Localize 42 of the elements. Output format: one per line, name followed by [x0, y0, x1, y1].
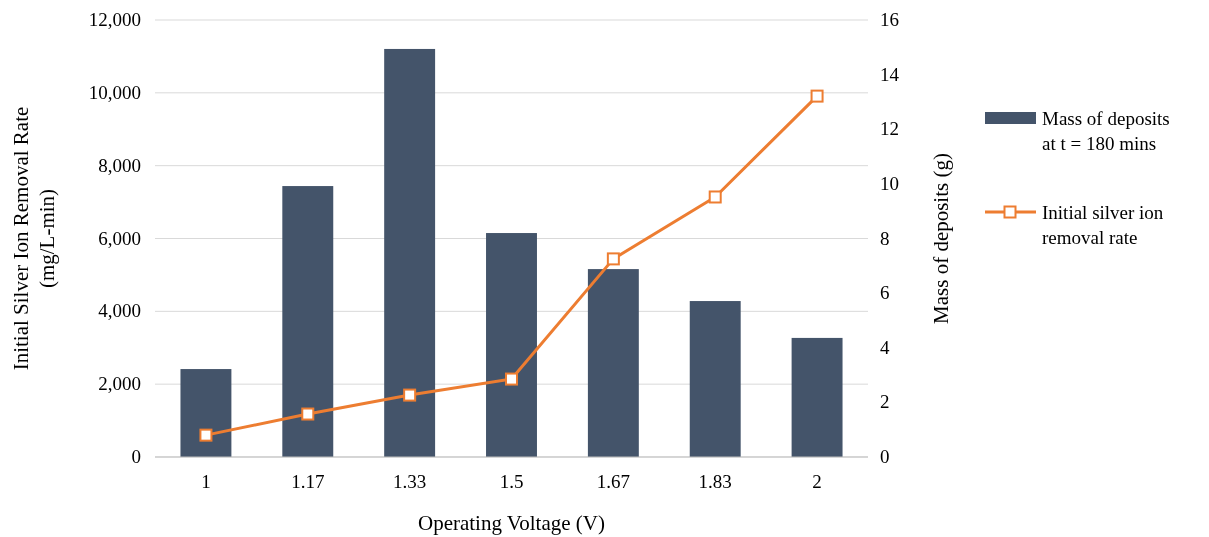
bar: [791, 337, 843, 457]
x-tick-label: 1.5: [499, 471, 524, 492]
bar: [384, 48, 436, 457]
y2-tick-label: 4: [880, 336, 890, 358]
bar: [180, 369, 232, 457]
y-axis-title: Initial Silver Ion Removal Rate (mg/L-min): [9, 106, 59, 371]
x-tick-label: 1.33: [393, 471, 427, 492]
x-tick-label: 1.17: [291, 471, 325, 492]
legend-label: Initial silver ion removal rate: [1042, 202, 1164, 248]
point: [606, 252, 620, 266]
point: [403, 388, 417, 402]
y-tick-label: 10,000: [88, 81, 141, 103]
y-tick-label: 4,000: [98, 300, 141, 322]
y-tick-label: 12,000: [88, 9, 141, 30]
x-tick-label: 1.67: [596, 471, 630, 492]
bar: [689, 301, 741, 457]
y2-tick-label: 8: [880, 227, 890, 249]
x-tick-label: 1: [201, 471, 211, 492]
point: [505, 372, 518, 386]
y-tick-label: 0: [131, 446, 141, 467]
point: [708, 190, 722, 204]
y2-tick-label: 2: [880, 391, 890, 413]
point: [301, 407, 315, 421]
y2-tick-label: 10: [880, 172, 899, 194]
y2-axis-title: Mass of deposits (g): [929, 153, 953, 324]
x-tick-label: 2: [812, 471, 822, 492]
y2-tick-label: 6: [880, 282, 890, 304]
y-tick-label: 8,000: [98, 154, 141, 176]
point: [199, 428, 213, 442]
y2-tick-label: 16: [880, 9, 899, 30]
bar: [587, 269, 639, 457]
y2-tick-label: 0: [880, 446, 890, 467]
y2-tick-label: 14: [880, 63, 900, 85]
y-tick-label: 2,000: [98, 373, 141, 395]
bar: [486, 233, 537, 457]
x-tick-label: 1.83: [698, 471, 732, 492]
y2-tick-label: 12: [880, 118, 899, 140]
y-tick-label: 6,000: [98, 227, 141, 249]
bar: [282, 186, 334, 457]
point: [810, 89, 824, 103]
x-axis-title: Operating Voltage (V): [417, 511, 606, 535]
legend-label: Mass of deposits at t = 180 mins: [1042, 108, 1170, 154]
